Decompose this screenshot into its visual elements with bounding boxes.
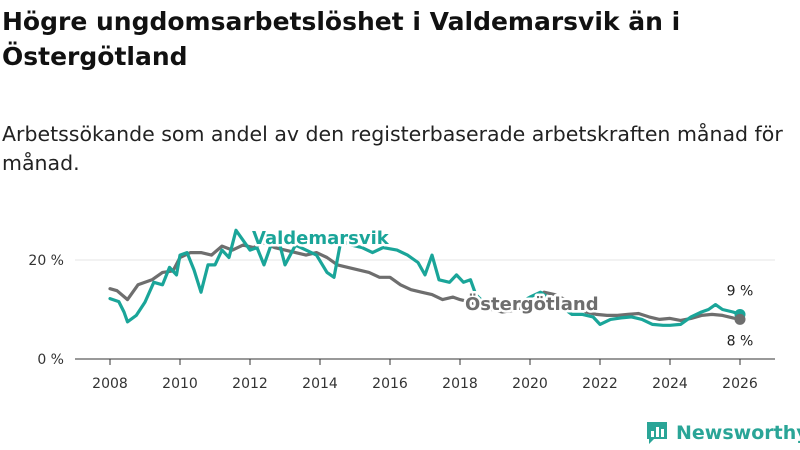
- series-end-label-ostergotland: 8 %: [727, 333, 754, 349]
- newsworthy-logo: Newsworthy: [645, 418, 800, 448]
- chart-title: Högre ungdomsarbetslöshet i Valdemarsvik…: [2, 7, 681, 71]
- series-end-point-ostergotland: [734, 313, 746, 325]
- chart-subtitle: Arbetssökande som andel av den registerb…: [2, 122, 783, 175]
- series-name-label-ostergotland: Östergötland: [465, 293, 599, 315]
- x-tick-label: 2022: [582, 376, 618, 392]
- x-tick-label: 2024: [652, 376, 688, 392]
- x-tick-label: 2020: [512, 376, 548, 392]
- series-end-label-valdemarsvik: 9 %: [727, 283, 754, 299]
- series-name-label-valdemarsvik: Valdemarsvik: [252, 228, 390, 249]
- x-tick-label: 2016: [372, 376, 408, 392]
- x-tick-label: 2014: [302, 376, 338, 392]
- x-tick-label: 2018: [442, 376, 478, 392]
- newsworthy-logo-text: Newsworthy: [676, 422, 800, 444]
- y-tick-label: 20 %: [28, 253, 64, 269]
- x-tick-label: 2012: [232, 376, 268, 392]
- x-tick-label: 2026: [722, 376, 758, 392]
- x-tick-label: 2010: [162, 376, 198, 392]
- y-tick-label: 0 %: [37, 352, 64, 368]
- series-line-valdemarsvik: [108, 228, 742, 327]
- series-line-ostergotland: [108, 241, 742, 322]
- x-tick-label: 2008: [92, 376, 128, 392]
- newsworthy-logo-icon: [647, 422, 667, 444]
